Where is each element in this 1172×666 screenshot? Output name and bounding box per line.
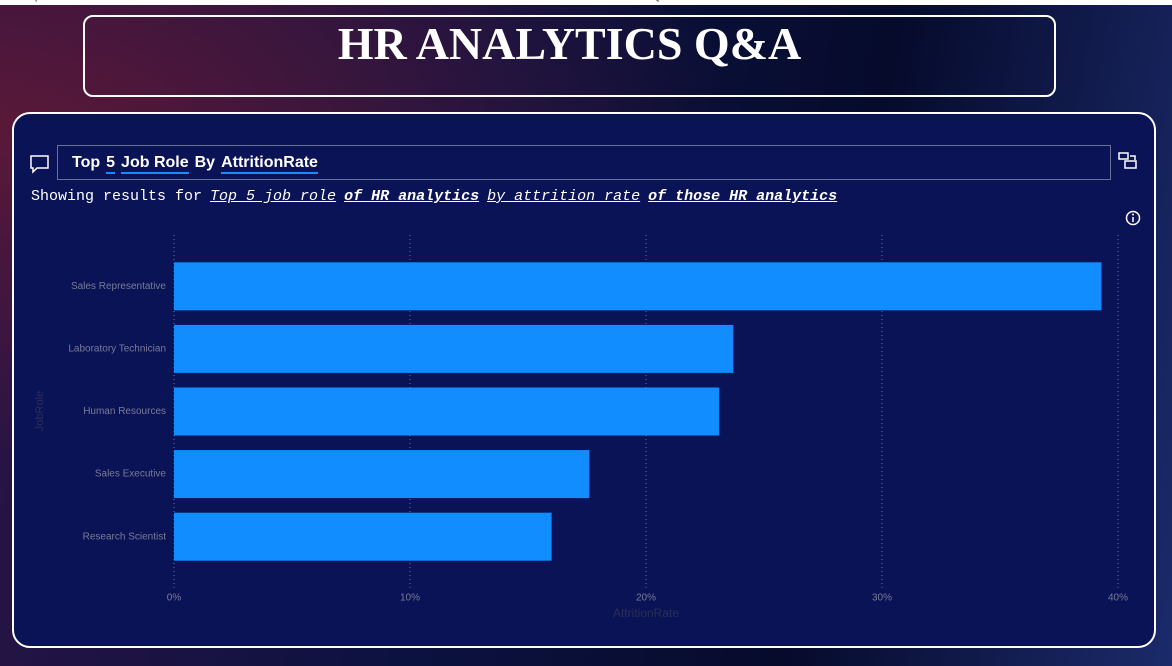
x-tick-label: 30% (872, 593, 892, 604)
interpretation: Showing results for Top 5 job role of HR a… (31, 188, 837, 205)
y-axis-label: JobRole (34, 391, 46, 431)
interpretation-part[interactable]: by attrition rate (487, 188, 641, 205)
x-tick-label: 0% (167, 593, 182, 604)
bar (174, 387, 720, 436)
title-box: HR ANALYTICS Q&A (83, 15, 1056, 97)
x-tick-label: 40% (1108, 593, 1128, 604)
bar (174, 324, 734, 373)
convert-icon[interactable] (1117, 151, 1139, 171)
y-tick-label: Sales Executive (95, 469, 167, 480)
y-tick-label: Research Scientist (83, 531, 167, 542)
ribbon-label[interactable]: Data (362, 0, 385, 2)
ribbon-label[interactable]: Queries (652, 0, 691, 2)
page-title: HR ANALYTICS Q&A (337, 18, 802, 69)
y-tick-label: Sales Representative (71, 281, 166, 292)
info-icon[interactable] (1125, 210, 1141, 226)
ribbon-label[interactable]: Insert (822, 0, 850, 2)
interpretation-part[interactable]: of those HR analytics (648, 188, 838, 205)
question-term[interactable]: 5 (106, 154, 116, 174)
interpretation-part[interactable]: Top 5 job role (210, 188, 337, 205)
x-tick-label: 10% (400, 593, 420, 604)
x-axis-label: AttritionRate (613, 606, 679, 620)
y-tick-label: Human Resources (83, 406, 166, 417)
interpretation-part[interactable]: of HR analytics (344, 188, 480, 205)
ribbon-label[interactable]: Calculations (1012, 0, 1072, 2)
question-box[interactable]: Top 5 Job Role By AttritionRate (57, 145, 1111, 180)
ribbon-label[interactable]: Clipboard (22, 0, 69, 2)
ribbon: Clipboard Data Queries Insert Calculatio… (0, 0, 1172, 5)
bar (174, 450, 590, 499)
bar (174, 512, 552, 561)
y-tick-label: Laboratory Technician (68, 344, 166, 355)
chat-icon[interactable] (29, 154, 51, 174)
bar (174, 262, 1102, 311)
question-term[interactable]: Job Role (121, 154, 189, 174)
question-word: By (194, 154, 216, 171)
x-tick-label: 20% (636, 593, 656, 604)
question-word: Top (72, 154, 101, 171)
question-term[interactable]: AttritionRate (221, 154, 318, 174)
interpretation-lead: Showing results for (31, 188, 203, 205)
